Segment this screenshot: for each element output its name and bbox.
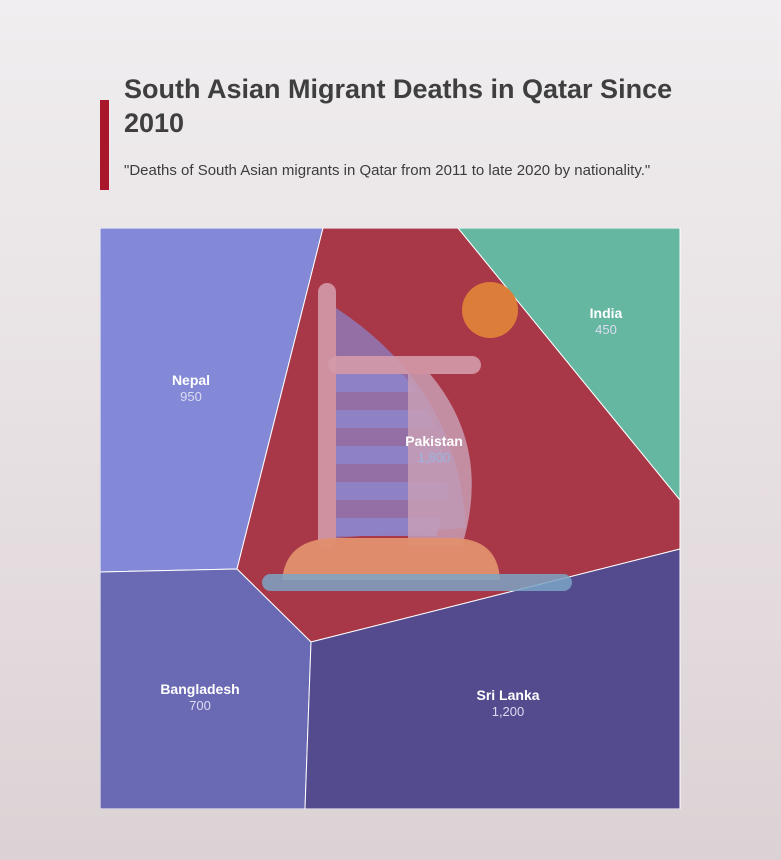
sun-icon: [462, 282, 518, 338]
tower-base: [282, 538, 500, 580]
ground-line: [262, 574, 572, 591]
chart-subtitle: "Deaths of South Asian migrants in Qatar…: [124, 162, 651, 179]
label-name: Bangladesh: [160, 681, 239, 697]
label-name: India: [590, 305, 623, 321]
chart-title: South Asian Migrant Deaths in Qatar Sinc…: [124, 74, 673, 138]
voronoi-treemap-chart: Nepal 950 Pakistan 1,800 India 450 Bangl…: [100, 228, 681, 809]
label-value: 700: [189, 698, 211, 713]
label-value: 950: [180, 389, 202, 404]
tower-crossbar: [328, 356, 481, 374]
title-accent-bar: [100, 100, 109, 190]
label-value: 1,200: [492, 704, 525, 719]
sail-curve: [408, 374, 472, 546]
burj-al-arab-icon: [262, 282, 572, 591]
label-value: 1,800: [418, 450, 451, 465]
label-name: Sri Lanka: [476, 687, 539, 703]
label-india: India 450: [590, 305, 623, 337]
label-value: 450: [595, 322, 617, 337]
label-nepal: Nepal 950: [172, 372, 210, 404]
label-name: Nepal: [172, 372, 210, 388]
label-pakistan: Pakistan 1,800: [405, 433, 463, 465]
label-name: Pakistan: [405, 433, 463, 449]
label-bangladesh: Bangladesh 700: [160, 681, 239, 713]
tower-mast: [318, 283, 336, 548]
label-sri-lanka: Sri Lanka 1,200: [476, 687, 539, 719]
